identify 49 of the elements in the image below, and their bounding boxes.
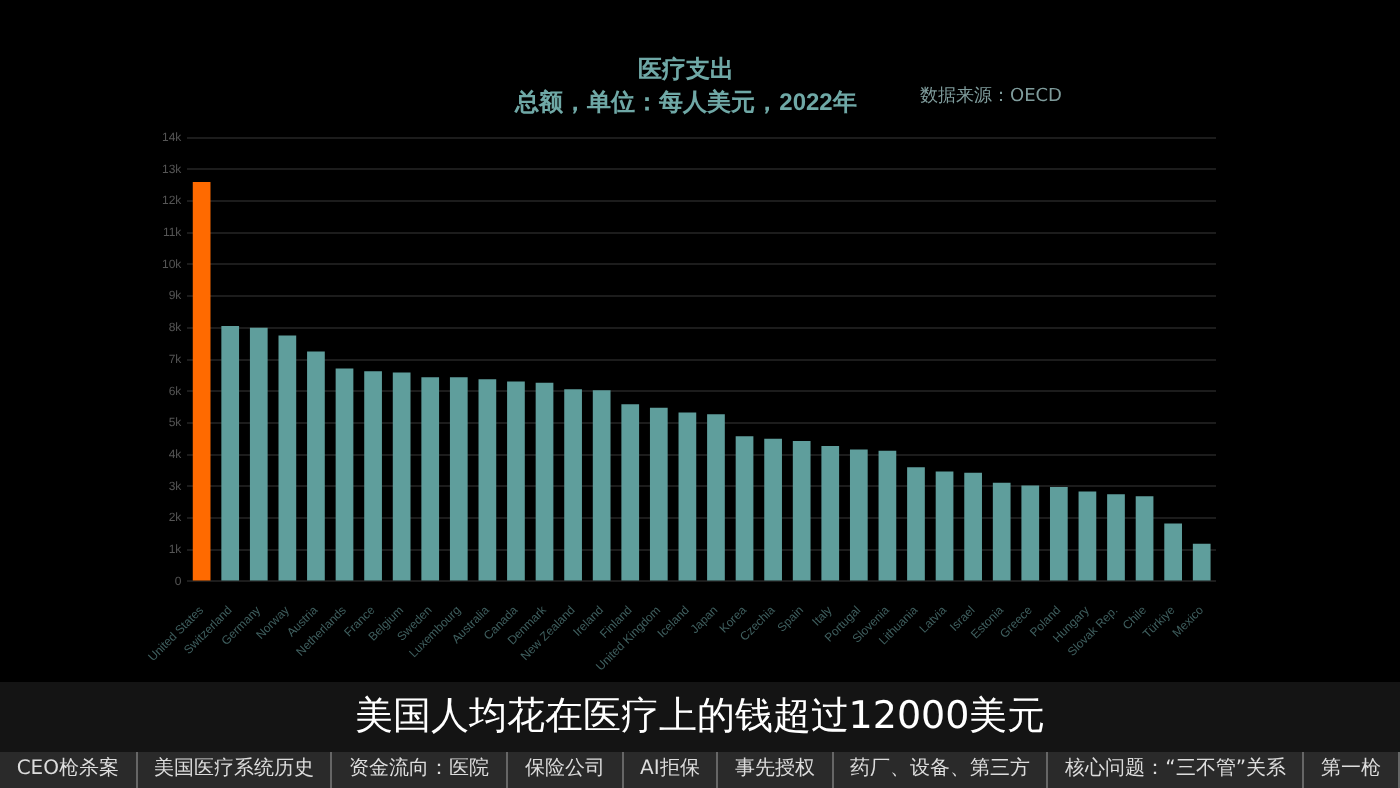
bar — [507, 381, 525, 581]
bar — [221, 325, 240, 581]
bar — [707, 414, 725, 581]
text: 事先授权 — [718, 752, 834, 788]
bar — [735, 436, 754, 581]
text: 资金流向：医院 — [332, 752, 509, 788]
bar — [335, 368, 354, 581]
bar — [392, 372, 411, 581]
bar — [1135, 496, 1154, 581]
bar — [621, 404, 640, 581]
bar — [564, 389, 582, 581]
text: AI拒保 — [623, 752, 719, 788]
bar — [307, 351, 325, 581]
bar — [1192, 543, 1211, 581]
text: CEO枪杀案 — [0, 752, 138, 788]
bar — [421, 377, 440, 581]
bar — [278, 335, 297, 581]
bar — [792, 441, 811, 581]
bar — [907, 467, 925, 581]
bar — [1164, 523, 1182, 581]
bar — [678, 412, 697, 581]
bar — [449, 377, 468, 581]
text: 第一枪 — [1304, 752, 1400, 788]
bar — [649, 407, 668, 581]
chart-subtitle: 总额，单位：每人美元，2022年 — [513, 87, 857, 116]
bar — [249, 327, 268, 581]
bar — [849, 449, 868, 581]
bar — [478, 379, 497, 581]
bar — [964, 472, 982, 581]
bar — [992, 482, 1011, 581]
bar — [935, 471, 954, 581]
source-note: 数据来源：OECD — [920, 84, 1063, 107]
bar — [1021, 485, 1040, 581]
text: 美国人均花在医疗上的钱超过12000美元 — [0, 682, 1400, 752]
bar — [821, 446, 840, 581]
text: 保险公司 — [508, 752, 624, 788]
text: 药厂、设备、第三方 — [833, 752, 1049, 788]
bar — [1107, 494, 1125, 581]
text: 核心问题：“三不管”关系 — [1048, 752, 1305, 788]
bar — [1078, 491, 1097, 581]
bar — [1049, 486, 1068, 581]
bar — [764, 438, 782, 581]
bar — [364, 371, 382, 581]
text: 美国医疗系统历史 — [137, 752, 333, 788]
bar — [535, 382, 554, 581]
bar — [192, 181, 211, 581]
bar — [592, 390, 611, 581]
bar — [878, 450, 897, 581]
chart-title: 医疗支出 — [638, 55, 734, 84]
